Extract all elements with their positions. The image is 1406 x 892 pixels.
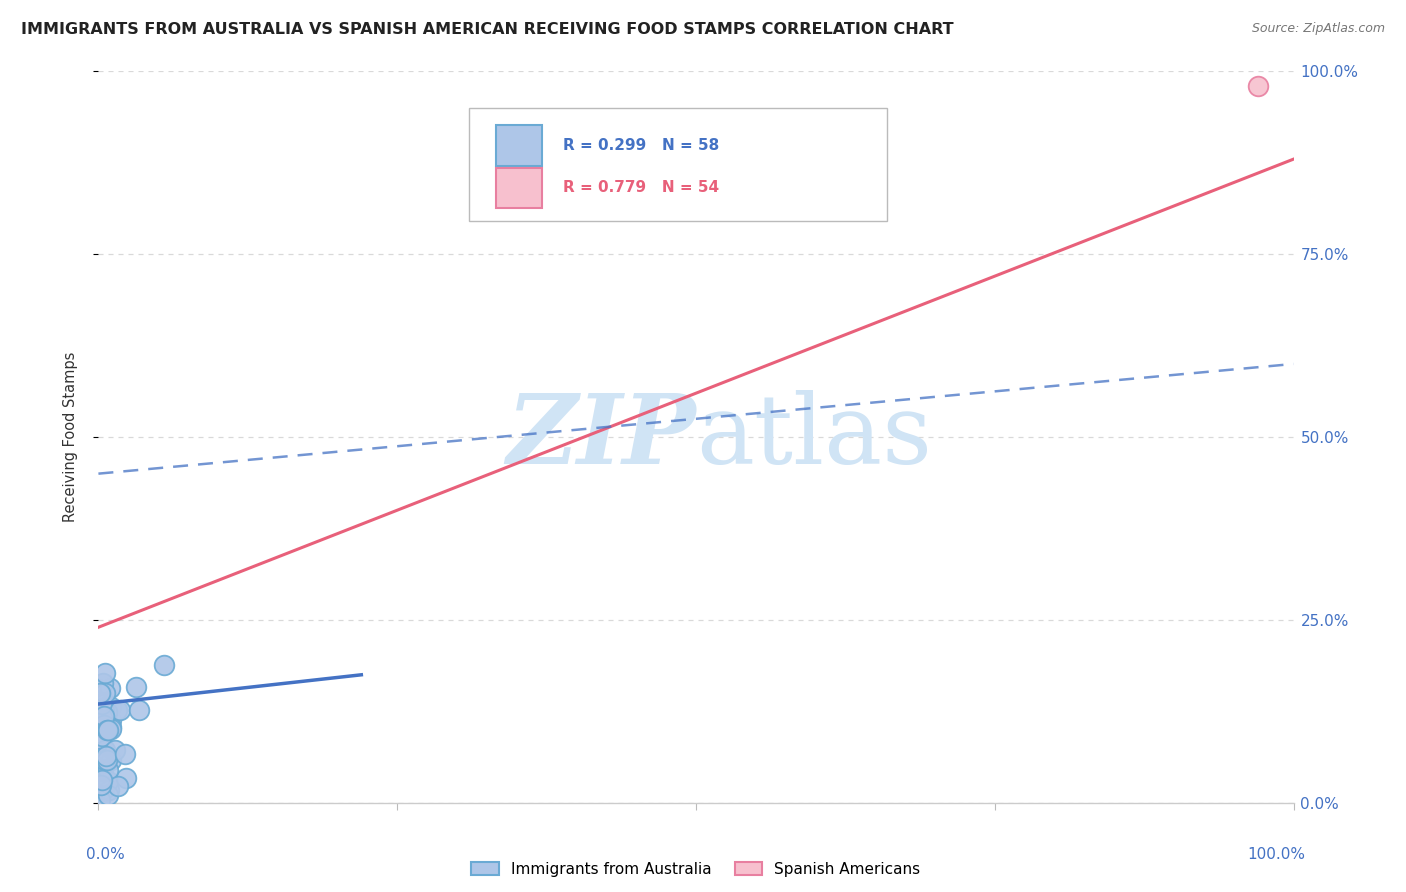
Point [91,729,114,743]
Point [89,756,111,771]
Point [89,751,111,765]
Point [93,709,115,723]
Point [94,743,117,757]
Point [94,748,117,763]
FancyBboxPatch shape [470,108,887,221]
Point [96,705,118,719]
Point [104,743,127,757]
Point [89,685,111,699]
Point [94,719,117,733]
Point [125,681,148,695]
Point [90,749,112,764]
Point [90,709,112,723]
Point [108,703,131,717]
Point [91,745,114,759]
Point [115,772,138,786]
Point [153,657,176,672]
Point [90,687,112,701]
Point [97,789,120,803]
Point [91,772,114,787]
Point [87,681,110,696]
Point [100,752,122,766]
Point [94,685,117,699]
Point [93,743,115,757]
Point [89,719,111,733]
Point [100,713,122,727]
FancyBboxPatch shape [496,168,541,208]
Text: atlas: atlas [696,390,932,484]
Point [93,749,115,764]
Text: 0.0%: 0.0% [87,847,125,862]
Point [100,700,122,714]
Point [91,676,114,690]
Text: ZIP: ZIP [506,390,696,484]
Point [91,770,114,784]
Point [98,783,121,797]
Point [91,714,114,728]
Text: Source: ZipAtlas.com: Source: ZipAtlas.com [1251,22,1385,36]
Text: IMMIGRANTS FROM AUSTRALIA VS SPANISH AMERICAN RECEIVING FOOD STAMPS CORRELATION : IMMIGRANTS FROM AUSTRALIA VS SPANISH AME… [21,22,953,37]
Point [100,722,122,736]
Point [91,697,114,711]
Point [100,720,122,734]
Point [96,723,118,737]
Point [114,747,136,762]
Point [105,703,128,717]
Point [90,730,112,744]
Text: 100.0%: 100.0% [1247,847,1306,862]
Point [94,774,117,789]
Point [94,723,117,737]
Point [93,704,115,718]
Point [97,723,120,737]
Point [97,774,120,789]
Point [93,696,115,710]
Text: R = 0.299   N = 58: R = 0.299 N = 58 [564,138,720,153]
Point [93,708,115,723]
Point [107,779,129,793]
Text: R = 0.779   N = 54: R = 0.779 N = 54 [564,180,720,195]
Legend: Immigrants from Australia, Spanish Americans: Immigrants from Australia, Spanish Ameri… [465,855,927,883]
Point [89,793,111,807]
Point [93,753,115,767]
FancyBboxPatch shape [496,126,541,166]
Point [93,782,115,797]
Point [98,681,121,695]
Point [93,718,115,732]
Point [1247,78,1270,93]
Y-axis label: Receiving Food Stamps: Receiving Food Stamps [63,351,77,523]
Point [96,753,118,767]
Point [128,703,150,717]
Point [97,763,120,777]
Point [90,779,112,793]
Point [94,666,117,681]
Point [91,764,114,778]
